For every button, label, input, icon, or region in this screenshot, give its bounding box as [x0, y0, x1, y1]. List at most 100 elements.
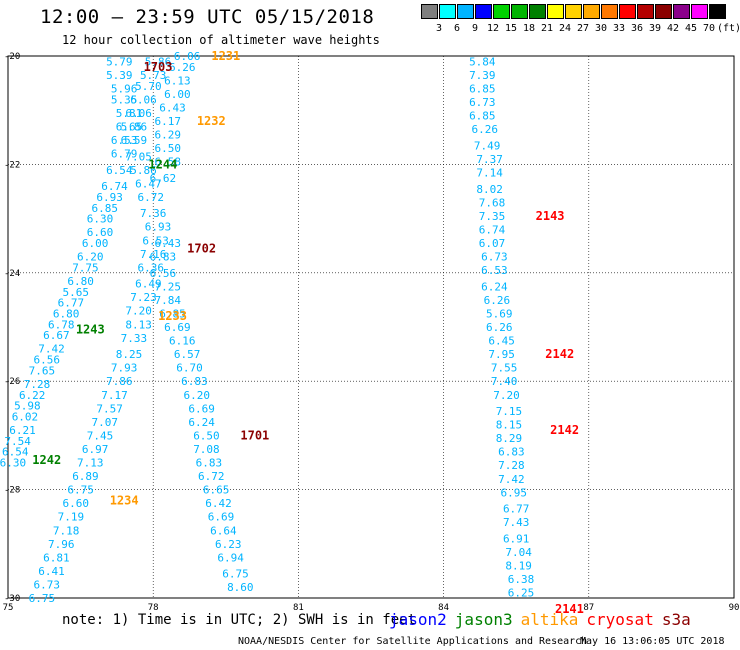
pass-time-label: 2141 [555, 602, 584, 616]
x-tick-label: 78 [148, 603, 159, 613]
wave-height-value: 6.30 [0, 457, 26, 470]
color-swatch [709, 4, 726, 19]
wave-height-value: 7.96 [48, 538, 75, 551]
wave-height-value: 7.35 [479, 210, 506, 223]
wave-height-value: 6.56 [150, 267, 177, 280]
wave-height-value: 6.20 [184, 389, 211, 402]
wave-height-value: 6.58 [154, 156, 181, 169]
wave-height-value: 6.83 [498, 446, 525, 459]
satellite-legend: jason2 jason3 altika cryosat s3a [389, 610, 699, 629]
color-scale-label: 15 [504, 23, 518, 34]
pass-time-label: 1703 [144, 60, 173, 74]
wave-height-value: 5.98 [14, 400, 41, 413]
wave-height-value: 7.55 [491, 362, 518, 375]
color-swatch [493, 4, 510, 19]
wave-height-value: 8.13 [125, 318, 152, 331]
wave-height-value: 7.75 [72, 261, 99, 274]
wave-height-value: 7.54 [4, 435, 31, 448]
wave-height-value: 7.18 [53, 524, 80, 537]
wave-height-value: 6.69 [164, 321, 191, 334]
color-scale-label: 36 [630, 23, 644, 34]
color-swatch [673, 4, 690, 19]
color-scale-label: 18 [522, 23, 536, 34]
wave-height-value: 7.08 [193, 443, 220, 456]
wave-height-value: 5.86 [121, 120, 148, 133]
wave-height-value: 6.60 [63, 497, 90, 510]
pass-time-label: 1242 [32, 453, 61, 467]
color-scale-label: 70 [702, 23, 716, 34]
wave-height-value: 7.40 [491, 375, 518, 388]
wave-height-value: 6.83 [196, 457, 223, 470]
wave-height-value: 6.69 [188, 402, 215, 415]
wave-height-value: 5.35 [111, 93, 138, 106]
wave-height-value: 5.65 [63, 286, 90, 299]
wave-height-value: 6.06 [174, 50, 201, 63]
wave-height-value: 5.69 [486, 307, 513, 320]
wave-height-value: 6.17 [154, 115, 181, 128]
y-tick-label: -24 [4, 269, 20, 279]
wave-height-value: 6.53 [481, 264, 508, 277]
wave-height-value: 7.17 [101, 389, 128, 402]
pass-time-label: 1243 [76, 323, 105, 337]
legend-item-s3a: s3a [661, 610, 691, 629]
x-tick-label: 87 [583, 603, 594, 613]
wave-height-value: 6.57 [174, 348, 201, 361]
color-swatch [475, 4, 492, 19]
y-tick-label: -26 [4, 377, 20, 387]
wave-height-value: 6.53 [111, 134, 138, 147]
color-swatch [421, 4, 438, 19]
pass-time-label: 1702 [187, 241, 216, 255]
wave-height-value: 6.77 [58, 297, 85, 310]
wave-height-value: 5.73 [140, 69, 167, 82]
wave-height-value: 6.75 [67, 484, 94, 497]
wave-height-value: 6.29 [154, 129, 181, 142]
wave-height-value: 6.13 [164, 74, 191, 87]
color-swatch [601, 4, 618, 19]
wave-height-value: 6.07 [479, 237, 506, 250]
color-swatch [511, 4, 528, 19]
color-swatch [457, 4, 474, 19]
wave-height-value: 6.20 [77, 251, 104, 264]
wave-height-value: 7.20 [125, 305, 152, 318]
x-tick-label: 81 [293, 603, 304, 613]
wave-height-value: 6.43 [159, 101, 186, 114]
wave-height-value: 6.75 [222, 568, 249, 581]
wave-height-value: 6.49 [135, 278, 162, 291]
wave-height-value: 6.53 [142, 234, 169, 247]
page-subtitle: 12 hour collection of altimeter wave hei… [62, 33, 380, 47]
wave-height-value: 6.50 [193, 429, 220, 442]
wave-height-value: 6.26 [484, 294, 511, 307]
axis-ticks: 75 78 81 84 87 90 -20 -22 -24 -26 -28 -30 [3, 52, 740, 613]
wave-height-value: 6.65 [203, 484, 230, 497]
color-scale-label: 9 [471, 23, 479, 34]
wave-height-value: 5.39 [106, 69, 133, 82]
wave-height-value: 6.26 [169, 61, 196, 74]
x-tick-label: 84 [438, 603, 449, 613]
color-scale-label: 39 [648, 23, 662, 34]
wave-height-value: 6.89 [72, 470, 99, 483]
wave-height-value: 6.73 [469, 96, 496, 109]
wave-height-value: 6.62 [150, 172, 177, 185]
x-tick-label: 90 [729, 603, 740, 613]
wave-height-value: 6.91 [503, 532, 530, 545]
wave-height-value: 6.72 [198, 470, 225, 483]
color-swatch [637, 4, 654, 19]
wave-height-value: 6.80 [67, 275, 94, 288]
wave-height-value: 6.64 [210, 524, 237, 537]
y-tick-label: -30 [4, 594, 20, 604]
wave-height-value: 7.45 [87, 429, 114, 442]
wave-height-value: 7.84 [154, 294, 181, 307]
wave-height-value: 6.25 [508, 587, 535, 600]
wave-height-value: 8.15 [496, 419, 523, 432]
color-swatch [439, 4, 456, 19]
wave-height-value: 5.86 [130, 164, 157, 177]
wave-height-value: 8.60 [227, 581, 254, 594]
wave-height-value: 6.38 [508, 573, 535, 586]
color-swatch [583, 4, 600, 19]
color-scale-label: 24 [558, 23, 572, 34]
wave-height-value: 7.39 [469, 69, 496, 82]
color-scale-label: 30 [594, 23, 608, 34]
color-swatch [691, 4, 708, 19]
wave-height-value: 6.83 [150, 251, 177, 264]
color-scale-label: 21 [540, 23, 554, 34]
